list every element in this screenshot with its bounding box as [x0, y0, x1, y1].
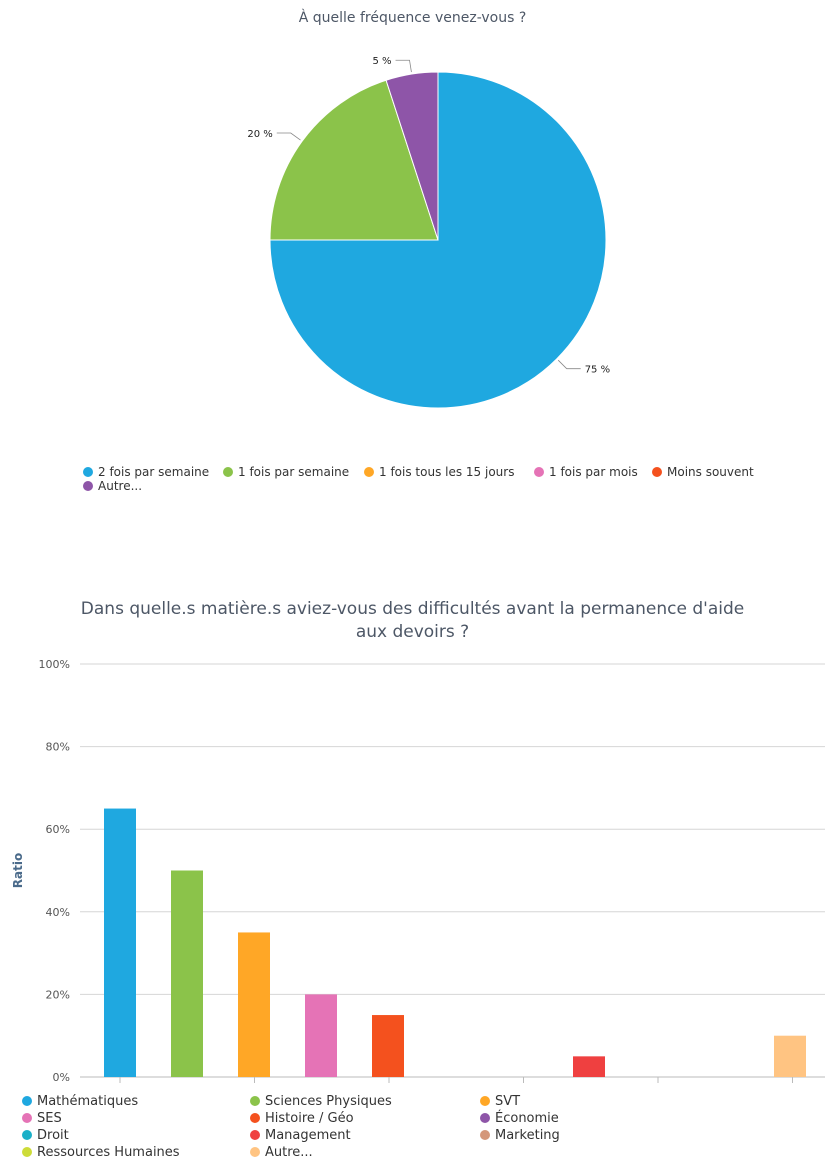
pie-legend-label: 2 fois par semaine — [98, 465, 210, 479]
y-tick-label: 60% — [46, 823, 70, 836]
legend-dot-icon — [22, 1147, 32, 1157]
bar-ses[interactable] — [305, 994, 337, 1077]
pie-chart-title: À quelle fréquence venez-vous ? — [298, 10, 527, 26]
bar-legend-item-mathematiques[interactable]: Mathématiques — [22, 1095, 138, 1109]
bar-histoire-geo[interactable] — [372, 1015, 404, 1077]
legend-dot-icon — [652, 467, 662, 477]
pie-data-label-autre: 5 % — [372, 56, 391, 67]
pie-legend-label: Autre... — [98, 479, 143, 493]
legend-dot-icon — [83, 481, 93, 491]
bar-legend-item-marketing[interactable]: Marketing — [480, 1129, 560, 1143]
bar-sciences-physiques[interactable] — [171, 870, 203, 1078]
pie-legend-label: 1 fois tous les 15 jours — [379, 465, 515, 479]
y-tick-label: 40% — [46, 906, 70, 919]
bar-legend-label: Histoire / Géo — [265, 1111, 354, 1126]
pie-slice-autre[interactable] — [385, 71, 439, 241]
pie-legend-item-1-fois-tous-les-15-jours[interactable]: 1 fois tous les 15 jours — [364, 465, 514, 479]
legend-dot-icon — [480, 1130, 490, 1140]
y-axis-label: Ratio — [11, 853, 25, 888]
pie-connector-2-fois-par-semaine — [557, 359, 581, 370]
bar-legend-label: Sciences Physiques — [265, 1094, 392, 1109]
bar-legend-label: Économie — [495, 1111, 559, 1126]
bar-legend-label: Management — [265, 1128, 351, 1143]
bar-legend-label: SES — [37, 1111, 62, 1126]
y-tick-label: 100% — [39, 658, 70, 671]
pie-legend-label: 1 fois par semaine — [238, 465, 350, 479]
legend-dot-icon — [250, 1147, 260, 1157]
pie-data-label-2-fois-par-semaine: 75 % — [585, 365, 610, 376]
bar-legend-item-sciences-physiques[interactable]: Sciences Physiques — [250, 1095, 392, 1109]
legend-dot-icon — [480, 1096, 490, 1106]
pie-connector-autre — [395, 59, 412, 73]
bar-legend-item-ressources-humaines[interactable]: Ressources Humaines — [22, 1146, 180, 1160]
bar-legend-label: SVT — [495, 1094, 521, 1109]
bar-management[interactable] — [573, 1056, 605, 1077]
pie-legend-label: 1 fois par mois — [549, 465, 638, 479]
bar-legend-label: Marketing — [495, 1128, 560, 1143]
bar-chart-title: Dans quelle.s matière.s aviez-vous des d… — [0, 598, 825, 644]
legend-dot-icon — [364, 467, 374, 477]
bar-chart-title-line-1: Dans quelle.s matière.s aviez-vous des d… — [80, 599, 745, 619]
legend-dot-icon — [223, 467, 233, 477]
pie-plot-area: 75 % 20 % 5 % — [247, 56, 610, 409]
legend-dot-icon — [22, 1113, 32, 1123]
bar-legend-item-economie[interactable]: Économie — [480, 1112, 559, 1126]
pie-connector-1-fois-par-semaine — [276, 132, 301, 141]
y-tick-label: 20% — [46, 988, 70, 1001]
legend-dot-icon — [534, 467, 544, 477]
legend-dot-icon — [22, 1096, 32, 1106]
bar-legend-label: Droit — [37, 1128, 69, 1143]
bar-svt[interactable] — [238, 932, 270, 1077]
legend-dot-icon — [480, 1113, 490, 1123]
bar-legend-item-histoire-geo[interactable]: Histoire / Géo — [250, 1112, 354, 1126]
pie-slice-2-fois-par-semaine[interactable] — [269, 71, 607, 409]
legend-dot-icon — [22, 1130, 32, 1140]
bar-chart: Dans quelle.s matière.s aviez-vous des d… — [0, 590, 825, 1162]
bar-legend-label: Autre... — [265, 1145, 313, 1160]
bar-mathematiques[interactable] — [104, 808, 136, 1077]
y-tick-label: 80% — [46, 741, 70, 754]
legend-dot-icon — [250, 1096, 260, 1106]
bar-legend: Mathématiques Sciences Physiques SVT SES His… — [0, 1095, 825, 1162]
bar-legend-item-svt[interactable]: SVT — [480, 1095, 520, 1109]
bar-legend-item-droit[interactable]: Droit — [22, 1129, 69, 1143]
pie-legend-item-1-fois-par-semaine[interactable]: 1 fois par semaine — [223, 465, 349, 479]
pie-legend-item-moins-souvent[interactable]: Moins souvent — [652, 465, 754, 479]
pie-legend: 2 fois par semaine 1 fois par semaine 1 fo… — [0, 465, 825, 505]
bar-legend-item-management[interactable]: Management — [250, 1129, 351, 1143]
pie-legend-item-1-fois-par-mois[interactable]: 1 fois par mois — [534, 465, 638, 479]
bar-chart-title-line-2: aux devoirs ? — [355, 622, 470, 642]
bar-legend-item-autre[interactable]: Autre... — [250, 1146, 313, 1160]
bar-autre[interactable] — [774, 1035, 806, 1077]
pie-legend-label: Moins souvent — [667, 465, 754, 479]
pie-data-label-1-fois-par-semaine: 20 % — [247, 129, 272, 140]
pie-legend-item-autre[interactable]: Autre... — [83, 479, 142, 493]
y-tick-label: 0% — [53, 1071, 70, 1084]
pie-chart: À quelle fréquence venez-vous ? 75 % 20 %… — [0, 0, 825, 520]
legend-dot-icon — [250, 1130, 260, 1140]
pie-slice-1-fois-par-semaine[interactable] — [269, 79, 439, 241]
legend-dot-icon — [83, 467, 93, 477]
bar-legend-item-ses[interactable]: SES — [22, 1112, 62, 1126]
bar-legend-label: Ressources Humaines — [37, 1145, 180, 1160]
bar-plot-area: 0% 20% 40% 60% 80% 100% Ratio — [11, 658, 825, 1084]
legend-dot-icon — [250, 1113, 260, 1123]
bar-legend-label: Mathématiques — [37, 1094, 139, 1109]
pie-legend-item-2-fois-par-semaine[interactable]: 2 fois par semaine — [83, 465, 209, 479]
